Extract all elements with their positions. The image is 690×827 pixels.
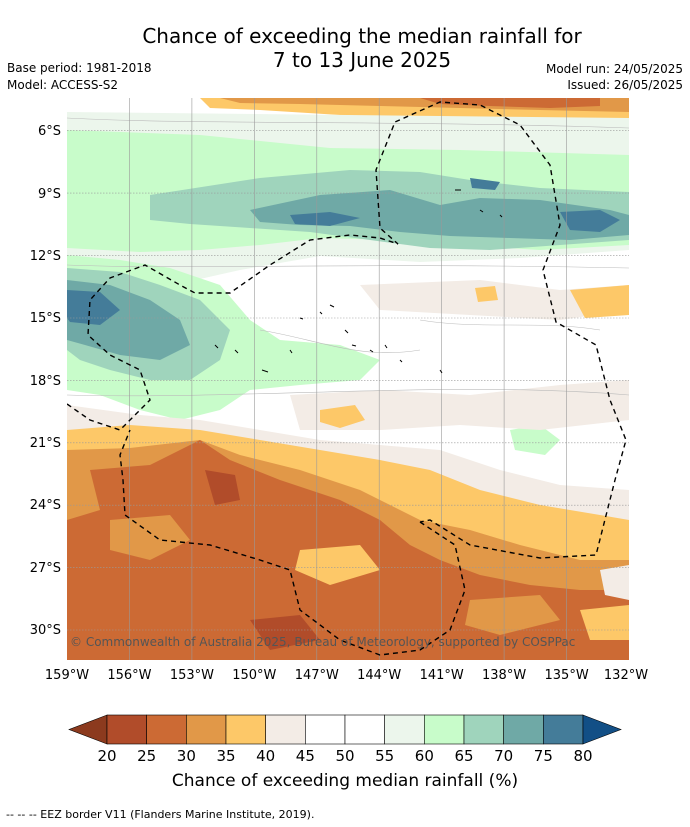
region-south-beige-se bbox=[600, 565, 629, 600]
model-name: Model: ACCESS-S2 bbox=[7, 78, 119, 92]
region-green-patch-east bbox=[510, 425, 560, 455]
colorbar-tick-label: 60 bbox=[415, 747, 434, 765]
islands bbox=[214, 189, 503, 374]
colorbar-swatch bbox=[186, 714, 227, 745]
latitude-labels: 6°S 9°S 12°S 15°S 18°S 21°S 24°S 27°S 30… bbox=[30, 124, 61, 638]
lat-label-24s: 24°S bbox=[30, 498, 61, 513]
region-beige-mid-2 bbox=[290, 380, 629, 430]
colorbar-swatch bbox=[225, 714, 266, 745]
lat-label-12s: 12°S bbox=[30, 249, 61, 264]
region-south-hole-3 bbox=[465, 595, 560, 635]
colorbar-title: Chance of exceeding median rainfall (%) bbox=[171, 771, 519, 791]
colorbar-tick-label: 25 bbox=[137, 747, 156, 765]
lat-label-18s: 18°S bbox=[30, 374, 61, 389]
colorbar-arrow-high bbox=[582, 714, 622, 745]
region-south-hole-4 bbox=[580, 605, 629, 640]
lat-label-15s: 15°S bbox=[30, 311, 61, 326]
region-dark-teal-2 bbox=[560, 210, 620, 232]
region-orange-small-1 bbox=[320, 405, 365, 428]
colorbar-tick-label: 65 bbox=[454, 747, 473, 765]
colorbar: 20 25 30 35 40 45 50 55 60 65 70 75 80 bbox=[68, 714, 622, 765]
lon-label-150w: 150°W bbox=[232, 668, 276, 683]
colorbar-tick-label: 70 bbox=[494, 747, 513, 765]
colorbar-swatch bbox=[384, 714, 425, 745]
colorbar-tick-label: 20 bbox=[97, 747, 116, 765]
colorbar-tick-label: 50 bbox=[335, 747, 354, 765]
eez-legend-footer: -- -- -- EEZ border V11 (Flanders Marine… bbox=[6, 808, 315, 821]
colorbar-swatch bbox=[106, 714, 147, 745]
copyright-text: © Commonwealth of Australia 2025, Bureau… bbox=[70, 635, 575, 649]
lat-label-6s: 6°S bbox=[38, 124, 61, 139]
region-orange-small-2 bbox=[475, 286, 498, 302]
colorbar-swatch bbox=[344, 714, 385, 745]
lat-label-27s: 27°S bbox=[30, 561, 61, 576]
graticule bbox=[67, 98, 629, 660]
eez-borders bbox=[67, 101, 627, 656]
issued-date: Issued: 26/05/2025 bbox=[567, 78, 683, 92]
colorbar-swatch bbox=[503, 714, 544, 745]
lon-label-135w: 135°W bbox=[545, 668, 589, 683]
lat-label-30s: 30°S bbox=[30, 623, 61, 638]
lon-label-156w: 156°W bbox=[107, 668, 151, 683]
region-south-dark-2 bbox=[250, 615, 320, 650]
colorbar-tick-label: 45 bbox=[296, 747, 315, 765]
lon-label-138w: 138°W bbox=[482, 668, 526, 683]
lon-label-132w: 132°W bbox=[604, 668, 648, 683]
model-run-date: Model run: 24/05/2025 bbox=[545, 62, 683, 76]
region-dark-teal-3 bbox=[470, 178, 500, 190]
lon-label-159w: 159°W bbox=[45, 668, 89, 683]
rainfall-map: © Commonwealth of Australia 2025, Bureau… bbox=[30, 98, 648, 765]
colorbar-tick-label: 40 bbox=[256, 747, 275, 765]
region-dark-teal-1 bbox=[290, 212, 360, 226]
colorbar-tick-label: 35 bbox=[216, 747, 235, 765]
lon-label-141w: 141°W bbox=[420, 668, 464, 683]
region-orange-east-mid bbox=[570, 285, 629, 318]
colorbar-swatch bbox=[305, 714, 346, 745]
region-south-hole-1 bbox=[110, 515, 190, 560]
colorbar-tick-label: 80 bbox=[573, 747, 592, 765]
region-teal-band-2 bbox=[250, 190, 629, 240]
colorbar-swatch bbox=[543, 714, 584, 745]
map-title-line2: 7 to 13 June 2025 bbox=[272, 48, 452, 72]
lat-label-9s: 9°S bbox=[38, 187, 61, 202]
region-north-red bbox=[420, 98, 600, 108]
colorbar-swatch bbox=[146, 714, 187, 745]
colorbar-swatch bbox=[424, 714, 465, 745]
lat-label-21s: 21°S bbox=[30, 436, 61, 451]
region-south-hole-2 bbox=[295, 545, 380, 585]
map-plot-area: © Commonwealth of Australia 2025, Bureau… bbox=[67, 98, 629, 660]
colorbar-arrow-low bbox=[68, 714, 108, 745]
colorbar-swatch bbox=[463, 714, 504, 745]
base-period: Base period: 1981-2018 bbox=[7, 61, 152, 75]
colorbar-tick-label: 30 bbox=[177, 747, 196, 765]
colorbar-tick-label: 55 bbox=[375, 747, 394, 765]
region-west-navy bbox=[67, 290, 120, 325]
lon-label-153w: 153°W bbox=[170, 668, 214, 683]
colorbar-tick-label: 75 bbox=[534, 747, 553, 765]
longitude-labels: 159°W 156°W 153°W 150°W 147°W 144°W 141°… bbox=[45, 668, 648, 683]
lon-label-144w: 144°W bbox=[357, 668, 401, 683]
map-title-line1: Chance of exceeding the median rainfall … bbox=[142, 24, 582, 48]
contour-lines bbox=[67, 117, 629, 397]
region-south-dark-1 bbox=[205, 470, 240, 505]
lon-label-147w: 147°W bbox=[295, 668, 339, 683]
colorbar-swatch bbox=[265, 714, 306, 745]
